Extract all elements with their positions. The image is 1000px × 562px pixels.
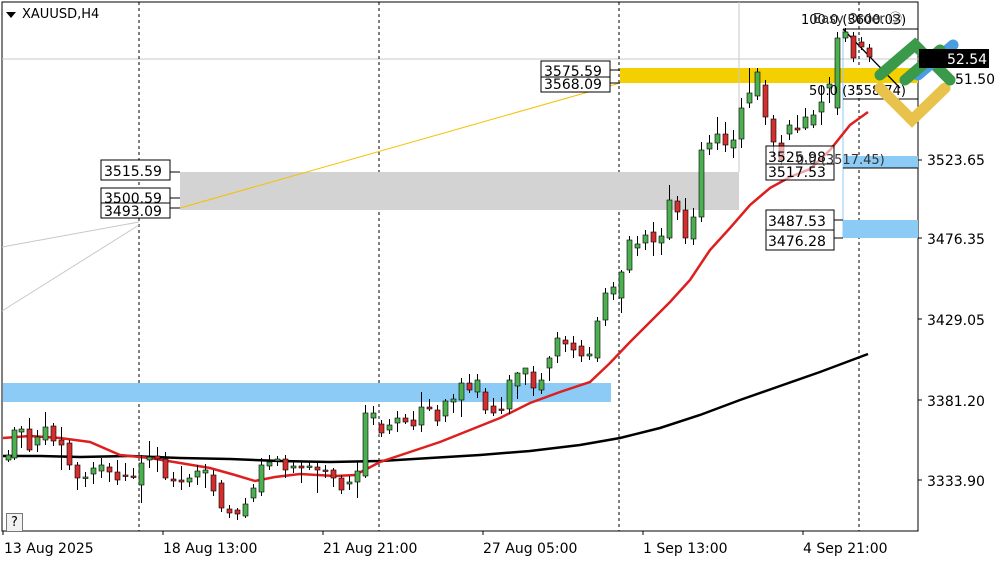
price-label: 3333.90 [927,474,985,490]
easy-order-label: Easy Order Ⓢ [813,12,902,27]
price-label: 3429.05 [927,313,985,329]
fib-labels: 100.0 (3600.03) Easy Order Ⓢ 50.0 (3558.… [796,12,906,168]
time-axis[interactable]: 13 Aug 2025 18 Aug 13:00 21 Aug 21:00 27… [2,531,888,557]
time-label: 4 Sep 21:00 [803,541,888,557]
time-label: 18 Aug 13:00 [163,541,257,557]
svg-text:3525.98: 3525.98 [768,150,826,166]
price-axis[interactable]: 3523.65 3476.35 3429.05 3381.20 3333.90 … [918,49,995,490]
gray-trendline-2 [1,224,140,312]
right-box-labels: 3525.98 3517.53 3487.53 3476.28 [765,145,843,251]
help-button[interactable]: ? [6,513,23,532]
yellow-trendline [179,82,621,209]
gray-trendline-1 [1,221,140,248]
fib-0-band [843,156,918,168]
ma-fast-line [2,110,869,483]
time-label: 27 Aug 05:00 [483,541,577,557]
svg-text:3575.59: 3575.59 [544,64,602,80]
label-3515: 3515.59 [104,164,162,180]
time-label: 13 Aug 2025 [4,541,94,557]
second-price-label: 51.50 [955,72,995,88]
current-price-label: 52.54 [947,52,987,68]
svg-text:3568.09: 3568.09 [544,77,602,93]
fib-0-label: 0.0 (3517.45) [796,153,885,168]
supply-zone-labels: 3575.59 3568.09 [540,60,620,93]
svg-text:3487.53: 3487.53 [768,214,826,230]
candles [5,28,873,520]
price-label: 3381.20 [927,394,985,410]
gray-zone[interactable] [180,172,739,210]
svg-text:3476.28: 3476.28 [768,234,826,250]
supply-zone-yellow[interactable] [620,68,918,83]
price-label: 3476.35 [927,232,985,248]
demand-zone-right[interactable] [843,220,918,238]
gray-zone-labels: 3515.59 3500.59 3493.09 [100,159,180,220]
symbol-label: XAUUSD,H4 [22,7,100,22]
price-label: 3523.65 [927,153,985,169]
symbol-menu[interactable]: XAUUSD,H4 [6,7,99,22]
time-label: 1 Sep 13:00 [643,541,728,557]
current-price-tag [919,49,989,68]
dropdown-triangle-icon[interactable] [6,11,16,18]
period-separators [138,2,860,531]
time-label: 21 Aug 21:00 [323,541,417,557]
fib-100-label: 100.0 (3600.03) [801,13,906,28]
svg-text:3517.53: 3517.53 [768,165,826,181]
label-3493: 3493.09 [104,204,162,220]
